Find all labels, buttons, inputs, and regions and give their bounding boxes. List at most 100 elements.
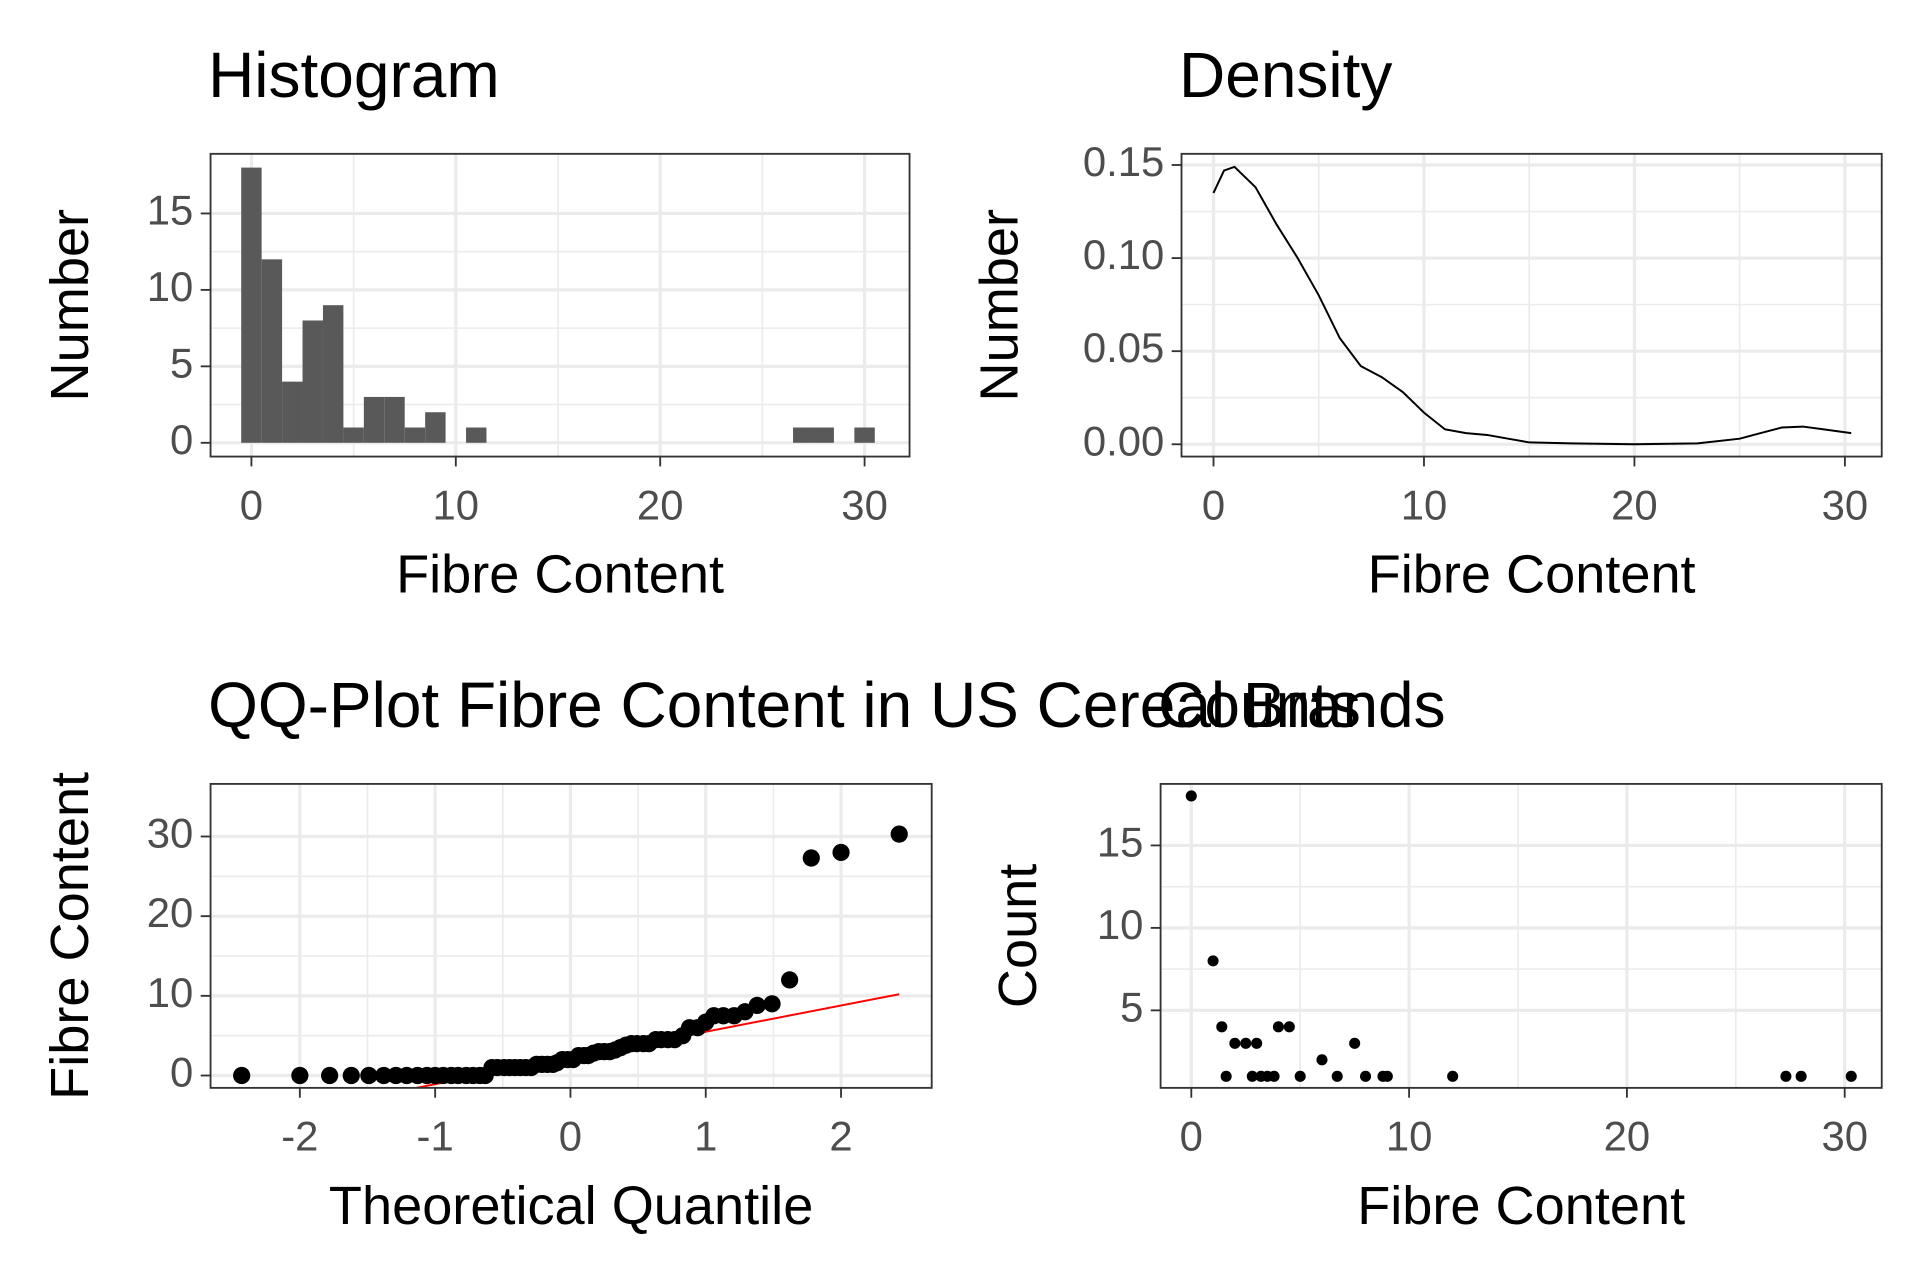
y-tick-label: 0 bbox=[170, 416, 193, 463]
point bbox=[763, 995, 781, 1013]
panel-border bbox=[209, 782, 933, 1089]
bar bbox=[854, 427, 875, 443]
bar bbox=[322, 305, 344, 443]
panel-1: Density Fibre Content Number 0 10 20 30 0.00 0.0… bbox=[969, 39, 1883, 605]
y-tick-label: 0.10 bbox=[1083, 231, 1164, 278]
y-tick-label: 15 bbox=[147, 187, 194, 234]
y-tick-label: 15 bbox=[1097, 818, 1144, 865]
x-axis-title: Fibre Content bbox=[1357, 1176, 1685, 1236]
x-tick-label: 0 bbox=[1202, 481, 1225, 528]
bar bbox=[261, 259, 283, 443]
bar bbox=[404, 427, 426, 443]
point bbox=[1220, 1070, 1232, 1082]
point bbox=[1246, 1070, 1258, 1082]
bar bbox=[425, 412, 446, 443]
point bbox=[1229, 1037, 1241, 1049]
data bbox=[241, 167, 875, 443]
point bbox=[1207, 955, 1219, 967]
x-tick-label: 0 bbox=[559, 1113, 582, 1160]
point bbox=[748, 996, 766, 1015]
y-axis-title: Number bbox=[40, 209, 100, 402]
point bbox=[375, 1066, 393, 1085]
point bbox=[832, 843, 850, 862]
point bbox=[802, 849, 820, 867]
x-tick-label: 20 bbox=[1611, 481, 1658, 528]
x-tick-label: 0 bbox=[240, 481, 263, 528]
x-tick-label: 10 bbox=[1386, 1113, 1433, 1160]
panel-border bbox=[1159, 782, 1883, 1089]
chart-title: QQ-Plot Fibre Content in US Cereal Brand… bbox=[208, 669, 1446, 741]
bar bbox=[302, 320, 323, 443]
point bbox=[291, 1066, 309, 1085]
point bbox=[1316, 1054, 1328, 1066]
point bbox=[1216, 1021, 1228, 1033]
y-axis-title: Number bbox=[969, 209, 1029, 402]
bar bbox=[466, 427, 487, 443]
panel-0: Histogram Fibre Content Number 0 10 20 30 0 5 10 1… bbox=[40, 39, 911, 605]
x-tick-label: 10 bbox=[1401, 481, 1448, 528]
panel-border bbox=[1180, 152, 1883, 458]
x-tick-label: 30 bbox=[1822, 481, 1869, 528]
bar bbox=[813, 427, 834, 443]
density-line bbox=[1212, 165, 1852, 446]
chart-title: Histogram bbox=[208, 39, 500, 111]
point bbox=[1447, 1070, 1459, 1082]
y-tick-label: 0.05 bbox=[1083, 324, 1164, 371]
point bbox=[1331, 1070, 1343, 1082]
bar bbox=[241, 167, 262, 443]
panel-2: QQ-Plot Fibre Content in US Cereal Brand… bbox=[40, 669, 1445, 1236]
x-axis-title: Theoretical Quantile bbox=[329, 1176, 813, 1236]
y-tick-label: 10 bbox=[147, 969, 194, 1016]
point bbox=[1349, 1037, 1361, 1049]
point bbox=[1795, 1070, 1807, 1082]
y-tick-label: 10 bbox=[1097, 901, 1144, 948]
point bbox=[1780, 1070, 1792, 1082]
point bbox=[342, 1066, 360, 1085]
x-tick-label: 30 bbox=[841, 481, 888, 528]
point bbox=[1272, 1021, 1284, 1033]
chart-title: Counts bbox=[1158, 669, 1361, 741]
y-tick-label: 0.15 bbox=[1083, 138, 1164, 185]
x-axis-title: Fibre Content bbox=[396, 545, 724, 605]
point bbox=[1360, 1070, 1372, 1082]
x-tick-label: 1 bbox=[694, 1113, 717, 1160]
point bbox=[1268, 1070, 1280, 1082]
bar bbox=[384, 396, 405, 443]
point bbox=[890, 825, 908, 843]
point bbox=[1185, 790, 1197, 802]
point bbox=[233, 1066, 251, 1085]
y-tick-label: 20 bbox=[147, 889, 194, 936]
bar bbox=[282, 381, 303, 443]
x-tick-label: 30 bbox=[1821, 1113, 1868, 1160]
point bbox=[1381, 1070, 1393, 1082]
point bbox=[1294, 1070, 1306, 1082]
y-axis-title: Count bbox=[988, 864, 1048, 1008]
chart-title: Density bbox=[1179, 39, 1392, 111]
x-axis-title: Fibre Content bbox=[1368, 545, 1696, 605]
point bbox=[1845, 1070, 1857, 1082]
bar bbox=[343, 427, 364, 443]
y-tick-label: 5 bbox=[1120, 983, 1143, 1030]
y-axis-title: Fibre Content bbox=[40, 772, 100, 1100]
point bbox=[1251, 1037, 1263, 1049]
x-tick-label: 20 bbox=[637, 481, 684, 528]
point bbox=[781, 971, 799, 989]
panel-3: Counts Fibre Content Count 0 10 20 30 5 10 15 bbox=[988, 669, 1883, 1236]
x-tick-label: -1 bbox=[417, 1113, 454, 1160]
x-tick-label: -2 bbox=[281, 1113, 318, 1160]
panel-border bbox=[209, 152, 911, 458]
y-tick-label: 10 bbox=[147, 263, 194, 310]
grid bbox=[210, 783, 932, 1088]
y-tick-label: 5 bbox=[170, 339, 193, 386]
y-tick-label: 0.00 bbox=[1083, 417, 1164, 464]
bar bbox=[793, 427, 814, 443]
point bbox=[360, 1066, 378, 1085]
point bbox=[1240, 1037, 1252, 1049]
point bbox=[321, 1066, 339, 1085]
y-tick-label: 30 bbox=[147, 810, 194, 857]
y-tick-label: 0 bbox=[170, 1049, 193, 1096]
data bbox=[1212, 165, 1852, 446]
point bbox=[1283, 1021, 1295, 1033]
